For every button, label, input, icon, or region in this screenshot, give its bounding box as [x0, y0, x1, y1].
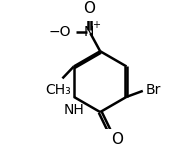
Text: Br: Br: [145, 83, 161, 97]
Text: N: N: [84, 25, 94, 39]
Text: +: +: [92, 20, 100, 29]
Text: O: O: [83, 1, 95, 16]
Text: O: O: [111, 132, 123, 147]
Text: −O: −O: [49, 25, 71, 39]
Text: CH₃: CH₃: [46, 83, 72, 97]
Text: NH: NH: [64, 103, 85, 117]
